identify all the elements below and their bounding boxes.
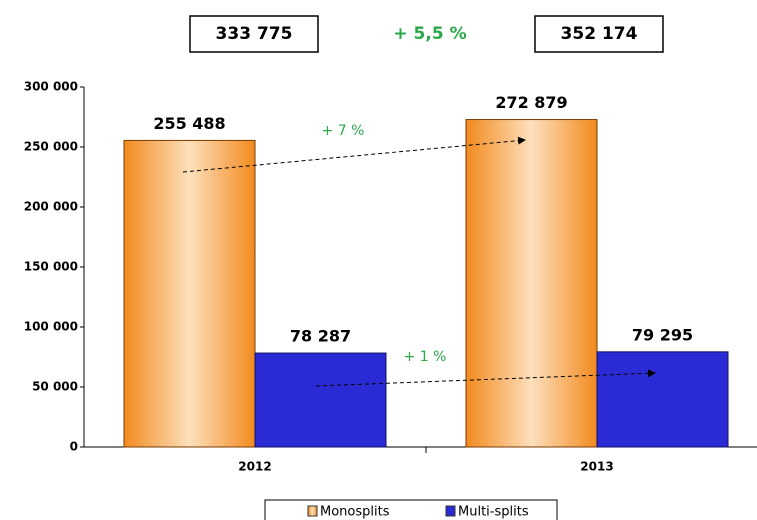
legend-swatch [445, 505, 456, 517]
legend-label: Multi-splits [458, 505, 529, 520]
growth-arrow [182, 136, 526, 173]
bar [596, 351, 729, 448]
total-box [534, 15, 664, 53]
x-tick-label: 2012 [238, 460, 271, 474]
growth-label: + 5,5 % [393, 24, 466, 44]
value-label: 255 488 [153, 114, 225, 133]
plot: 0 50 000 100 000 150 000 200 000 250 000 300 0… [24, 80, 757, 474]
bar [465, 119, 598, 448]
total-label: 352 174 [561, 24, 638, 44]
growth-label: + 1 % [404, 349, 447, 365]
value-label: 78 287 [290, 327, 351, 346]
growth-arrow [315, 369, 656, 387]
bar [254, 352, 387, 448]
y-tick-label: 300 000 [24, 80, 78, 94]
y-tick-label: 100 000 [24, 320, 78, 334]
value-label: 272 879 [495, 93, 567, 112]
bar [123, 139, 256, 448]
total-box [189, 15, 319, 53]
y-tick-label: 0 [70, 440, 78, 454]
y-tick-label: 250 000 [24, 140, 78, 154]
growth-label: + 7 % [322, 123, 365, 139]
legend [264, 499, 558, 520]
y-tick-label: 200 000 [24, 200, 78, 214]
y-tick-label: 150 000 [24, 260, 78, 274]
value-label: 79 295 [632, 325, 693, 344]
y-tick-label: 50 000 [32, 380, 78, 394]
legend-label: Monosplits [320, 505, 390, 520]
legend-swatch [307, 505, 318, 517]
total-label: 333 775 [216, 24, 293, 44]
x-tick-label: 2013 [580, 460, 613, 474]
